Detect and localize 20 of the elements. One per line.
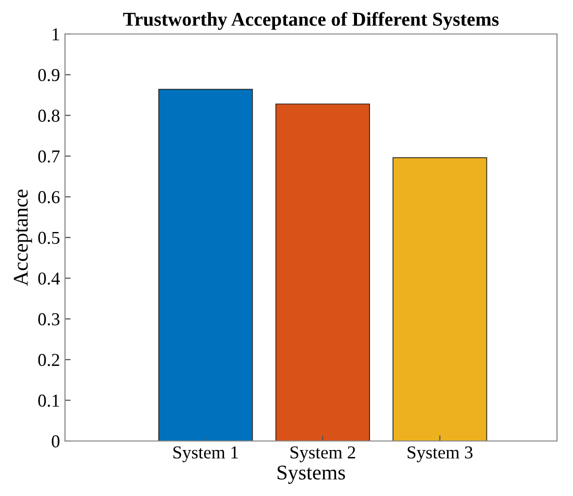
- y-tick-label: 1: [52, 28, 60, 40]
- bar: [392, 157, 488, 441]
- y-axis-title: Acceptance: [14, 190, 32, 286]
- y-tick-label: 0.9: [38, 68, 60, 82]
- y-tick-label: 0.2: [38, 354, 60, 366]
- y-tick-label: 0.3: [38, 313, 60, 326]
- x-tick-label: System 2: [290, 446, 356, 462]
- bar: [275, 104, 370, 441]
- y-tick-label: 0.7: [38, 150, 60, 163]
- x-axis-title: Systems: [278, 466, 345, 484]
- bar: [158, 88, 253, 441]
- y-tick-label: 0: [52, 435, 60, 448]
- x-tick-label: System 3: [408, 446, 473, 462]
- y-tick-label: 0.5: [38, 232, 60, 244]
- chart-title: Trustworthy Acceptance of Different Systems: [123, 12, 499, 30]
- y-tick-label: 0.1: [38, 394, 60, 407]
- y-tick-label: 0.6: [38, 191, 60, 204]
- y-tick-label: 0.4: [38, 272, 60, 285]
- x-tick-label: System 1: [173, 446, 238, 462]
- y-tick-label: 0.8: [38, 110, 60, 122]
